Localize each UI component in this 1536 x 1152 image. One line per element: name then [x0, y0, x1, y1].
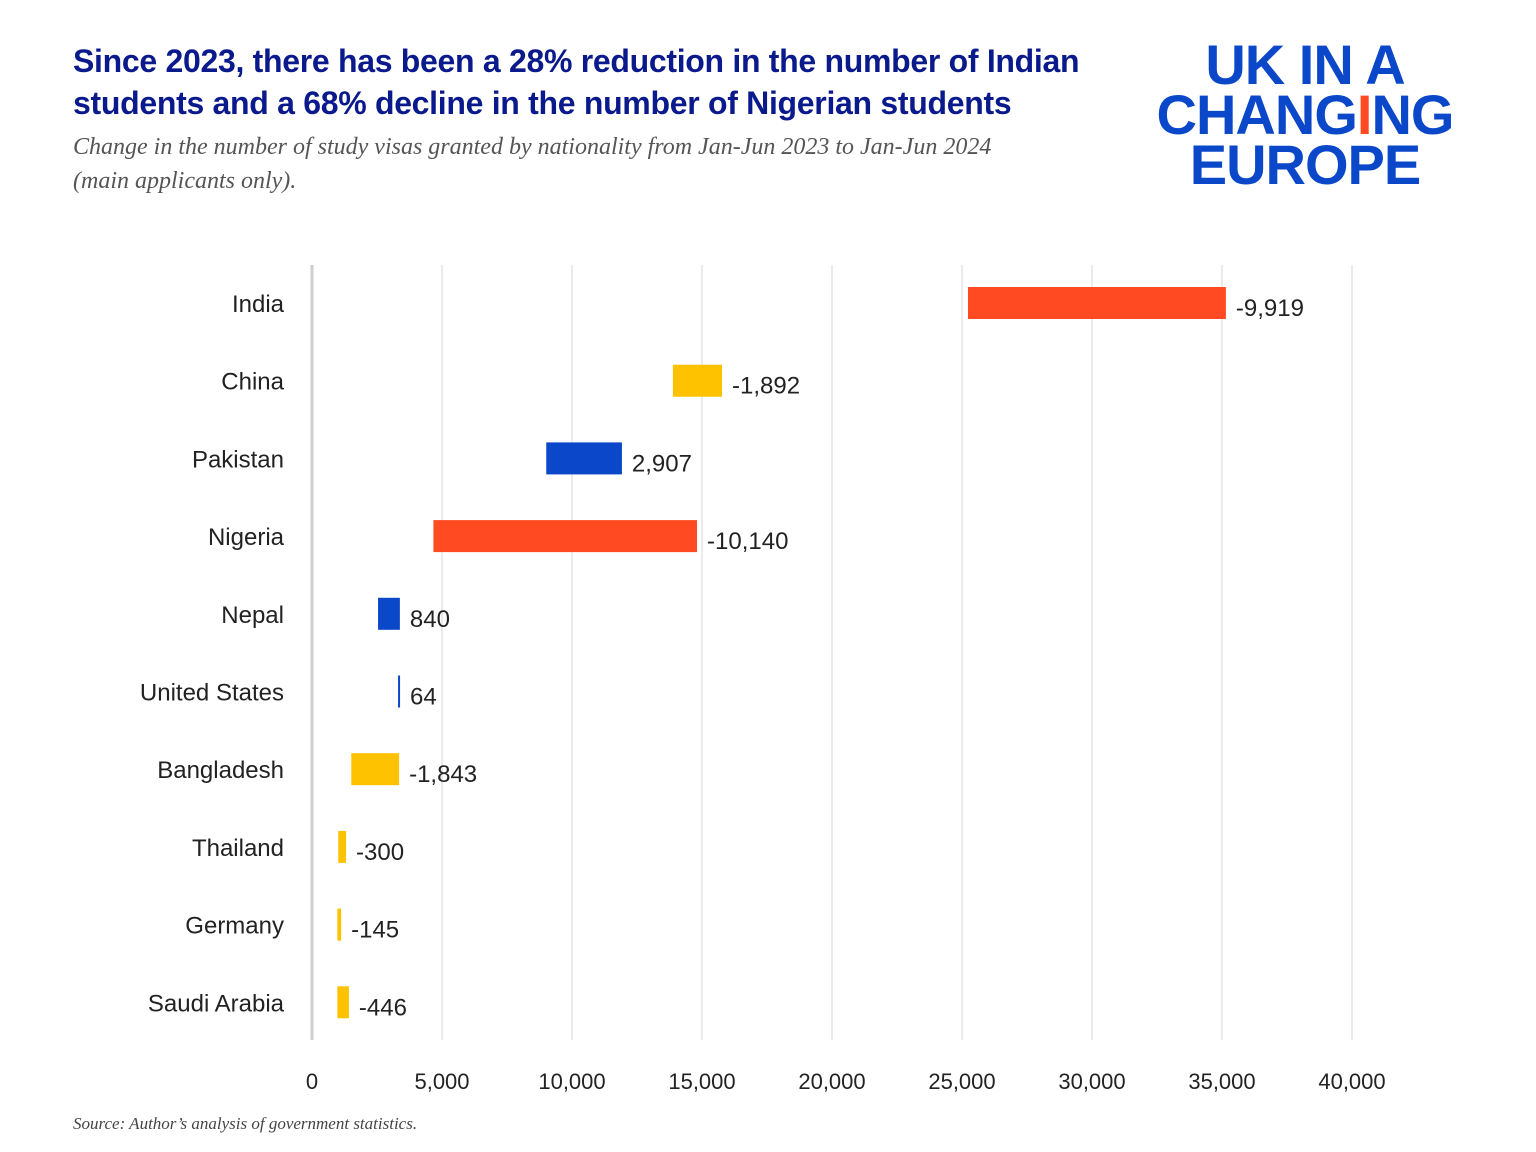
data-label: 840: [410, 606, 450, 633]
category-label: Pakistan: [192, 446, 284, 473]
x-tick-label: 20,000: [798, 1069, 865, 1094]
chart-header: Since 2023, there has been a 28% reducti…: [73, 40, 1128, 198]
bar-germany: [337, 908, 342, 941]
x-tick-label: 40,000: [1318, 1069, 1385, 1094]
category-label: Thailand: [192, 835, 284, 862]
data-label: 64: [410, 684, 437, 711]
data-label: 2,907: [632, 450, 692, 477]
category-label: Germany: [185, 913, 284, 940]
bar-united-states: [398, 675, 401, 708]
bar-china: [672, 364, 723, 397]
category-label: Saudi Arabia: [148, 990, 285, 1017]
chart-subtitle: Change in the number of study visas gran…: [73, 134, 992, 194]
bar-thailand: [338, 830, 347, 863]
category-label: China: [221, 369, 284, 396]
category-label: Bangladesh: [157, 757, 284, 784]
bar-nigeria: [433, 520, 698, 553]
data-label: -1,892: [732, 373, 800, 400]
bar-india: [967, 287, 1226, 319]
data-label: -9,919: [1236, 295, 1304, 322]
category-label: Nepal: [221, 602, 284, 629]
bar-pakistan: [546, 442, 622, 475]
bar-nepal: [378, 597, 400, 630]
x-tick-label: 30,000: [1058, 1069, 1125, 1094]
data-label: -145: [351, 917, 399, 944]
x-tick-label: 0: [306, 1069, 318, 1094]
data-label: -10,140: [707, 528, 788, 555]
x-tick-label: 5,000: [414, 1069, 469, 1094]
x-tick-label: 15,000: [668, 1069, 735, 1094]
data-label: -1,843: [409, 761, 477, 788]
data-label: -300: [356, 839, 404, 866]
category-label: United States: [140, 680, 284, 707]
chart-title: Since 2023, there has been a 28% reducti…: [73, 43, 1080, 121]
data-label: -446: [359, 994, 407, 1021]
source-note: Source: Author’s analysis of government …: [73, 1114, 418, 1133]
category-label: Nigeria: [208, 524, 285, 551]
bar-saudi-arabia: [337, 986, 349, 1019]
x-tick-label: 35,000: [1188, 1069, 1255, 1094]
uk-in-a-changing-europe-logo: UK IN A CHANGING EUROPE: [1156, 33, 1455, 196]
category-label: India: [232, 291, 285, 318]
bar-bangladesh: [351, 753, 400, 786]
x-tick-label: 25,000: [928, 1069, 995, 1094]
x-tick-label: 10,000: [538, 1069, 605, 1094]
